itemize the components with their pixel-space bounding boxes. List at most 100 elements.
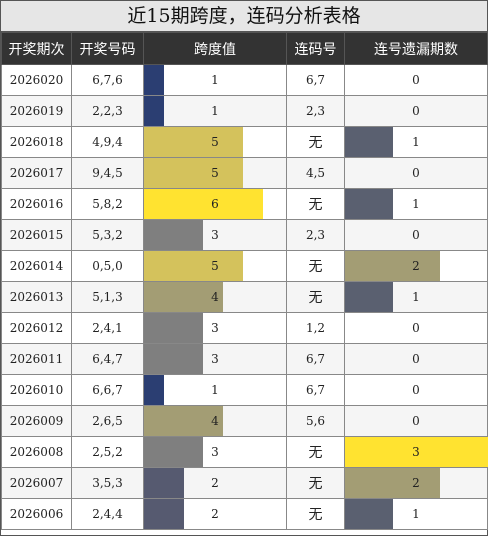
span-cell: 1 — [143, 95, 287, 127]
span-value: 3 — [211, 321, 219, 335]
miss-value: 1 — [412, 507, 420, 521]
span-value: 2 — [211, 507, 219, 521]
miss-value: 0 — [412, 383, 420, 397]
span-bar — [144, 375, 164, 405]
span-bar — [144, 406, 224, 436]
miss-value: 2 — [412, 476, 420, 490]
issue-cell: 2026008 — [1, 436, 72, 468]
span-value: 1 — [211, 73, 219, 87]
span-cell: 6 — [143, 188, 287, 220]
numbers-cell: 2,4,4 — [71, 498, 144, 530]
link-cell: 2,3 — [286, 219, 345, 251]
span-bar — [144, 220, 204, 250]
table-row: 2026017 9,4,5 5 4,5 0 — [1, 157, 488, 189]
link-cell: 1,2 — [286, 312, 345, 344]
table-row: 2026011 6,4,7 3 6,7 0 — [1, 343, 488, 375]
numbers-cell: 6,4,7 — [71, 343, 144, 375]
span-bar — [144, 313, 204, 343]
table-row: 2026019 2,2,3 1 2,3 0 — [1, 95, 488, 127]
header-numbers: 开奖号码 — [71, 32, 144, 65]
numbers-cell: 5,8,2 — [71, 188, 144, 220]
span-cell: 2 — [143, 498, 287, 530]
miss-bar — [345, 437, 488, 467]
miss-cell: 1 — [344, 498, 488, 530]
table-row: 2026014 0,5,0 5 无 2 — [1, 250, 488, 282]
span-value: 6 — [211, 197, 219, 211]
numbers-cell: 4,9,4 — [71, 126, 144, 158]
miss-cell: 0 — [344, 157, 488, 189]
miss-cell: 1 — [344, 126, 488, 158]
header-span: 跨度值 — [143, 32, 287, 65]
span-value: 2 — [211, 476, 219, 490]
issue-cell: 2026017 — [1, 157, 72, 189]
issue-cell: 2026014 — [1, 250, 72, 282]
miss-value: 0 — [412, 321, 420, 335]
numbers-cell: 2,6,5 — [71, 405, 144, 437]
issue-cell: 2026012 — [1, 312, 72, 344]
span-value: 4 — [211, 290, 219, 304]
span-cell: 3 — [143, 436, 287, 468]
span-bar — [144, 127, 243, 157]
miss-cell: 0 — [344, 405, 488, 437]
miss-cell: 3 — [344, 436, 488, 468]
link-cell: 6,7 — [286, 374, 345, 406]
miss-value: 0 — [412, 352, 420, 366]
table-body: 2026020 6,7,6 1 6,7 0 2026019 2,2,3 1 2,3 0 202601… — [1, 64, 488, 530]
miss-value: 0 — [412, 73, 420, 87]
miss-value: 1 — [412, 135, 420, 149]
table-row: 2026009 2,6,5 4 5,6 0 — [1, 405, 488, 437]
span-bar — [144, 468, 184, 498]
numbers-cell: 2,5,2 — [71, 436, 144, 468]
span-bar — [144, 65, 164, 95]
table-row: 2026016 5,8,2 6 无 1 — [1, 188, 488, 220]
table-row: 2026006 2,4,4 2 无 1 — [1, 498, 488, 530]
span-cell: 1 — [143, 374, 287, 406]
miss-value: 1 — [412, 290, 420, 304]
link-cell: 无 — [286, 250, 345, 282]
span-cell: 4 — [143, 405, 287, 437]
numbers-cell: 0,5,0 — [71, 250, 144, 282]
analysis-table: 开奖期次 开奖号码 跨度值 连码号 连号遗漏期数 2026020 6,7,6 1 6,… — [1, 32, 488, 530]
span-value: 1 — [211, 383, 219, 397]
span-cell: 3 — [143, 312, 287, 344]
issue-cell: 2026009 — [1, 405, 72, 437]
numbers-cell: 6,7,6 — [71, 64, 144, 96]
miss-bar — [345, 251, 440, 281]
span-bar — [144, 158, 243, 188]
miss-bar — [345, 189, 393, 219]
link-cell: 无 — [286, 281, 345, 313]
miss-cell: 1 — [344, 188, 488, 220]
span-value: 1 — [211, 104, 219, 118]
link-cell: 6,7 — [286, 64, 345, 96]
table-row: 2026013 5,1,3 4 无 1 — [1, 281, 488, 313]
span-bar — [144, 437, 204, 467]
issue-cell: 2026010 — [1, 374, 72, 406]
table-row: 2026015 5,3,2 3 2,3 0 — [1, 219, 488, 251]
miss-value: 0 — [412, 104, 420, 118]
issue-cell: 2026018 — [1, 126, 72, 158]
link-cell: 无 — [286, 126, 345, 158]
span-cell: 5 — [143, 126, 287, 158]
link-cell: 无 — [286, 498, 345, 530]
link-cell: 2,3 — [286, 95, 345, 127]
link-cell: 5,6 — [286, 405, 345, 437]
numbers-cell: 6,6,7 — [71, 374, 144, 406]
span-value: 3 — [211, 352, 219, 366]
issue-cell: 2026007 — [1, 467, 72, 499]
span-cell: 5 — [143, 250, 287, 282]
span-bar — [144, 96, 164, 126]
table-row: 2026020 6,7,6 1 6,7 0 — [1, 64, 488, 96]
miss-cell: 0 — [344, 374, 488, 406]
issue-cell: 2026006 — [1, 498, 72, 530]
miss-cell: 0 — [344, 95, 488, 127]
miss-value: 3 — [412, 445, 420, 459]
span-bar — [144, 344, 204, 374]
miss-bar — [345, 282, 393, 312]
issue-cell: 2026011 — [1, 343, 72, 375]
span-value: 5 — [211, 259, 219, 273]
span-value: 5 — [211, 135, 219, 149]
span-bar — [144, 282, 224, 312]
miss-cell: 0 — [344, 343, 488, 375]
table-row: 2026012 2,4,1 3 1,2 0 — [1, 312, 488, 344]
issue-cell: 2026013 — [1, 281, 72, 313]
